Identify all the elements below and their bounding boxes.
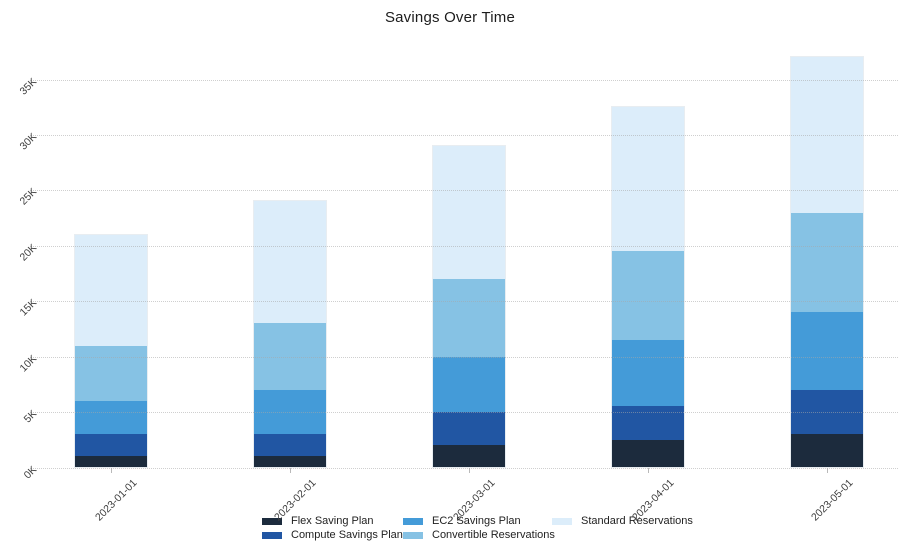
legend-swatch-icon <box>262 532 282 539</box>
legend-item-convertible-reservations[interactable]: Convertible Reservations <box>403 529 555 542</box>
x-axis-tick <box>648 468 649 473</box>
bar-segment-ec2-savings-plan[interactable] <box>791 312 863 390</box>
y-axis-tick-label: 0K <box>21 463 40 481</box>
x-axis-tick <box>469 468 470 473</box>
bar-segment-compute-savings-plan[interactable] <box>254 434 326 457</box>
bar-segment-convertible-reservations[interactable] <box>791 212 863 313</box>
bar-segment-flex-saving-plan[interactable] <box>791 434 863 468</box>
legend-item-ec2-savings-plan[interactable]: EC2 Savings Plan <box>403 515 521 528</box>
y-axis-tick-label: 35K <box>17 75 40 97</box>
gridline <box>30 134 898 136</box>
bar-segment-standard-reservations[interactable] <box>254 201 326 324</box>
x-axis-tick <box>827 468 828 473</box>
bar-segment-flex-saving-plan[interactable] <box>433 445 505 468</box>
legend-label: EC2 Savings Plan <box>432 515 521 527</box>
legend-item-flex-saving-plan[interactable]: Flex Saving Plan <box>262 515 374 528</box>
legend-swatch-icon <box>262 518 282 525</box>
legend-label: Flex Saving Plan <box>291 515 374 527</box>
legend-label: Compute Savings Plan <box>291 529 403 541</box>
y-axis-tick-label: 30K <box>17 130 40 153</box>
bar-segment-compute-savings-plan[interactable] <box>791 389 863 435</box>
bar-segment-standard-reservations[interactable] <box>433 146 505 280</box>
x-axis-tick <box>111 468 112 473</box>
legend-swatch-icon <box>403 518 423 525</box>
legend-label: Convertible Reservations <box>432 529 555 541</box>
bar-segment-ec2-savings-plan[interactable] <box>612 339 684 407</box>
legend-label: Standard Reservations <box>581 515 693 527</box>
y-axis-tick-label: 5K <box>21 407 40 426</box>
x-axis-tick-label: 2023-01-01 <box>93 477 140 524</box>
bar-2023-01-01[interactable] <box>75 234 147 468</box>
y-axis-tick-label: 20K <box>17 241 40 264</box>
bar-segment-ec2-savings-plan[interactable] <box>433 356 505 413</box>
legend-item-compute-savings-plan[interactable]: Compute Savings Plan <box>262 529 403 542</box>
bar-segment-standard-reservations[interactable] <box>612 107 684 252</box>
legend-swatch-icon <box>403 532 423 539</box>
gridline <box>30 301 898 303</box>
bar-segment-ec2-savings-plan[interactable] <box>75 400 147 435</box>
gridline <box>30 412 898 414</box>
bar-segment-flex-saving-plan[interactable] <box>75 456 147 468</box>
bar-segment-ec2-savings-plan[interactable] <box>254 389 326 435</box>
bar-2023-04-01[interactable] <box>612 107 684 468</box>
bar-segment-compute-savings-plan[interactable] <box>612 406 684 440</box>
bar-2023-05-01[interactable] <box>791 57 863 468</box>
bar-segment-compute-savings-plan[interactable] <box>75 434 147 457</box>
gridline <box>30 190 898 192</box>
bar-segment-convertible-reservations[interactable] <box>433 279 505 357</box>
bar-segment-flex-saving-plan[interactable] <box>612 439 684 468</box>
bar-2023-03-01[interactable] <box>433 146 505 468</box>
bar-segment-standard-reservations[interactable] <box>75 234 147 346</box>
gridline <box>30 245 898 247</box>
bar-segment-flex-saving-plan[interactable] <box>254 456 326 468</box>
bar-segment-compute-savings-plan[interactable] <box>433 412 505 446</box>
bar-segment-convertible-reservations[interactable] <box>254 323 326 390</box>
bar-2023-02-01[interactable] <box>254 201 326 468</box>
bar-segment-convertible-reservations[interactable] <box>612 251 684 340</box>
bar-segment-convertible-reservations[interactable] <box>75 345 147 401</box>
gridline <box>30 79 898 81</box>
gridline <box>30 356 898 358</box>
chart-title: Savings Over Time <box>384 9 516 26</box>
x-axis-tick <box>290 468 291 473</box>
y-axis-tick-label: 10K <box>17 352 40 375</box>
y-axis-tick-label: 25K <box>17 186 40 208</box>
x-axis-tick-label: 2023-05-01 <box>809 477 856 524</box>
y-axis-tick-label: 15K <box>17 296 40 319</box>
legend-item-standard-reservations[interactable]: Standard Reservations <box>552 515 693 528</box>
legend-swatch-icon <box>552 518 572 525</box>
gridline <box>30 467 898 469</box>
